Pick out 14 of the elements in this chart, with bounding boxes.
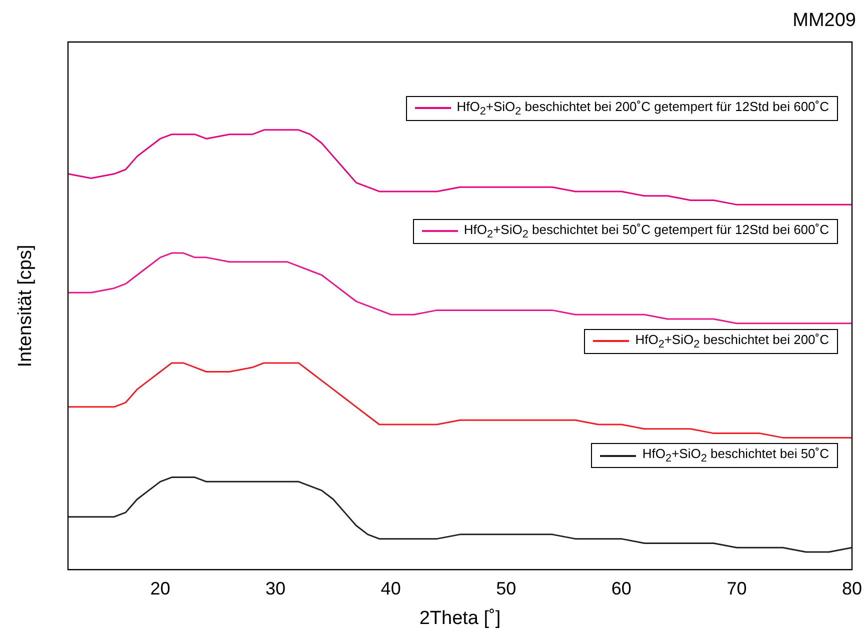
- legend-label: HfO$_{2}$+SiO$_{2}$ beschichtet bei 50˚C getempert für 12Std bei 600˚C: [464, 222, 829, 241]
- legend-label: HfO$_{2}$+SiO$_{2}$ beschichtet bei 200˚C: [635, 332, 829, 351]
- x-tick-label: 70: [726, 578, 747, 598]
- y-axis-title: Intensität [cps]: [15, 244, 37, 368]
- x-tick-label: 50: [496, 578, 516, 598]
- text: MM209: [792, 10, 856, 32]
- x-tick-label: 60: [611, 578, 632, 598]
- x-tick-label: 40: [380, 578, 401, 598]
- x-tick-label: 30: [266, 578, 286, 598]
- x-tick-label: 80: [842, 578, 862, 598]
- legend-label: HfO$_{2}$+SiO$_{2}$ beschichtet bei 200˚C getempert für 12Std bei 600˚C: [456, 98, 829, 118]
- x-tick-label: 20: [150, 578, 170, 598]
- x-axis-title: 2Theta [˚]: [419, 608, 501, 629]
- legend-label: HfO$_{2}$+SiO$_{2}$ beschichtet bei 50˚C: [642, 446, 829, 465]
